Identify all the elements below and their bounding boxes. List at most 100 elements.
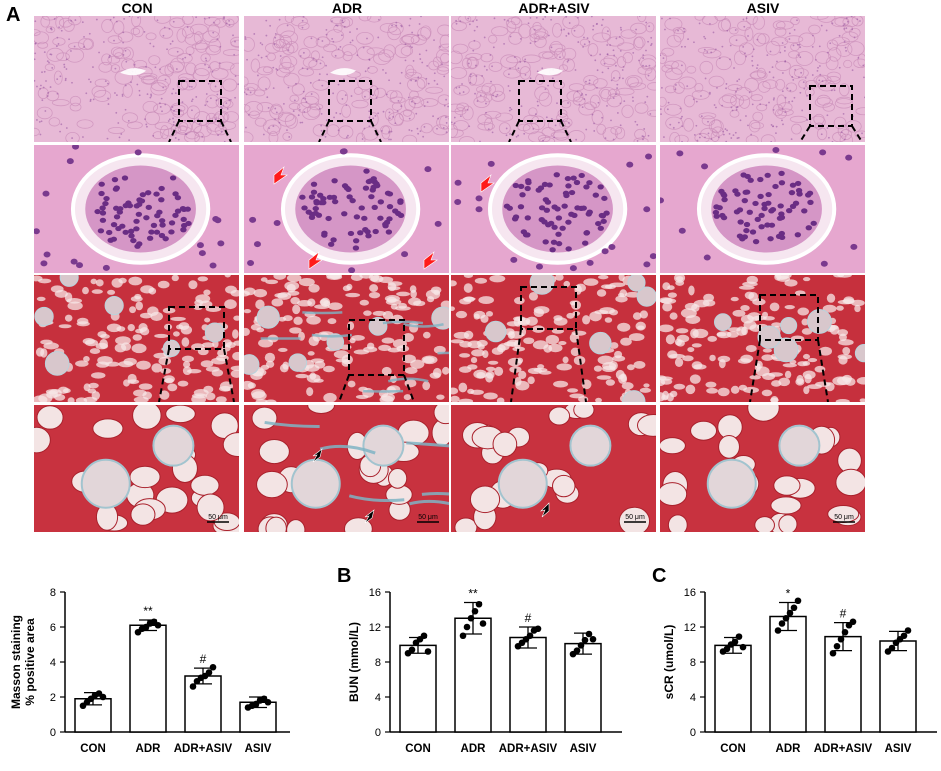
significance-mark: # — [200, 652, 207, 666]
bun-chart: B 0 4 8 12 16 BUN (mmol/L) CON ** ADR # ADR+ASIV ASI… — [337, 565, 622, 755]
y-tick-label: 16 — [684, 587, 696, 599]
bar — [129, 624, 167, 733]
data-point — [475, 600, 483, 608]
zoom-box — [328, 80, 372, 122]
data-point — [849, 618, 857, 626]
micrograph-masson-high-adr-asiv: 50 μm — [451, 405, 656, 532]
y-tick-label: 4 — [690, 692, 696, 704]
micrograph-masson-low-asiv — [660, 275, 865, 402]
masson-chart: 0 2 4 6 8 Masson staining% positive area CON **… — [9, 587, 290, 755]
bar — [564, 642, 602, 733]
y-tick-label: 0 — [375, 727, 381, 739]
column-header-asiv: ASIV — [746, 0, 780, 16]
micrograph-he-high-adr — [244, 145, 449, 273]
y-tick-label: 8 — [375, 657, 381, 669]
data-point — [841, 628, 849, 636]
data-point — [833, 642, 841, 650]
data-point — [585, 630, 593, 638]
category-label: CON — [720, 743, 746, 755]
scale-bar-label: 50 μm — [625, 514, 645, 521]
micrograph-masson-low-adr — [244, 275, 449, 402]
micrograph-masson-low-con — [34, 275, 239, 402]
data-point — [837, 635, 845, 643]
data-point — [829, 649, 837, 657]
micrograph-he-low-asiv — [660, 16, 865, 142]
y-tick-label: 12 — [369, 622, 381, 634]
category-label: ADR+ASIV — [814, 743, 873, 755]
data-point — [408, 646, 416, 654]
zoom-box — [168, 306, 225, 350]
zoom-box — [520, 286, 577, 330]
data-point — [424, 648, 432, 655]
y-tick-label: 6 — [50, 622, 56, 634]
data-point — [154, 621, 162, 629]
data-point — [782, 614, 790, 622]
y-tick-label: 2 — [50, 692, 56, 704]
data-point — [471, 607, 479, 615]
micrograph-he-low-con — [34, 16, 239, 142]
y-tick-label: 8 — [690, 657, 696, 669]
bar — [879, 640, 917, 733]
micrograph-he-high-con — [34, 145, 239, 273]
significance-mark: # — [840, 607, 847, 621]
category-label: ADR — [776, 743, 802, 755]
bar — [509, 636, 547, 733]
significance-mark: * — [786, 587, 791, 601]
data-point — [904, 627, 912, 634]
panel-letter: C — [652, 565, 666, 587]
micrograph-he-high-asiv — [660, 145, 865, 273]
data-point — [739, 643, 747, 651]
y-axis-label: % positive area — [23, 618, 37, 706]
y-tick-label: 4 — [375, 692, 381, 704]
category-label: CON — [405, 743, 431, 755]
micrograph-he-high-adr-asiv — [451, 145, 656, 273]
data-point — [420, 632, 428, 640]
micrograph-masson-high-adr: 50 μm — [244, 405, 449, 532]
category-label: ASIV — [245, 743, 272, 755]
panel-letter: B — [337, 565, 351, 587]
significance-mark: ** — [143, 604, 153, 618]
micrograph-he-low-adr-asiv — [451, 16, 656, 142]
data-point — [205, 669, 213, 676]
data-point — [589, 635, 597, 643]
data-point — [264, 698, 272, 706]
data-point — [900, 632, 908, 640]
bar — [714, 644, 752, 733]
bar — [399, 644, 437, 733]
data-point — [723, 645, 731, 653]
category-label: ADR+ASIV — [499, 743, 558, 755]
data-point — [534, 625, 542, 633]
data-point — [463, 623, 471, 631]
y-tick-label: 0 — [50, 727, 56, 739]
significance-mark: ** — [468, 587, 478, 601]
scale-bar-label: 50 μm — [208, 514, 228, 521]
data-point — [573, 647, 581, 654]
data-point — [774, 627, 782, 634]
data-point — [786, 609, 794, 617]
scr-chart: C 0 4 8 12 16 sCR (umol/L) CON * ADR # ADR+ASIV ASIV — [652, 565, 937, 755]
category-label: CON — [80, 743, 106, 755]
y-tick-label: 4 — [50, 657, 56, 669]
zoom-box — [348, 319, 405, 376]
data-point — [479, 620, 487, 627]
data-point — [735, 633, 743, 640]
zoom-box — [759, 294, 819, 341]
data-point — [581, 636, 589, 644]
category-label: ADR — [136, 743, 162, 755]
scale-bar-label: 50 μm — [418, 514, 438, 521]
column-header-con: CON — [121, 0, 153, 16]
column-header-adr: ADR — [331, 0, 363, 16]
data-point — [209, 663, 217, 671]
micrograph-masson-high-asiv: 50 μm — [660, 405, 865, 532]
data-point — [790, 604, 798, 612]
micrograph-masson-high-con: 50 μm — [34, 405, 239, 532]
column-header-adr-asiv: ADR+ASIV — [518, 0, 590, 16]
y-tick-label: 16 — [369, 587, 381, 599]
category-label: ASIV — [570, 743, 597, 755]
data-point — [577, 642, 585, 649]
bar — [184, 675, 222, 733]
micrograph-he-low-adr — [244, 16, 449, 142]
category-label: ASIV — [885, 743, 912, 755]
zoom-box — [809, 85, 853, 127]
y-tick-label: 8 — [50, 587, 56, 599]
